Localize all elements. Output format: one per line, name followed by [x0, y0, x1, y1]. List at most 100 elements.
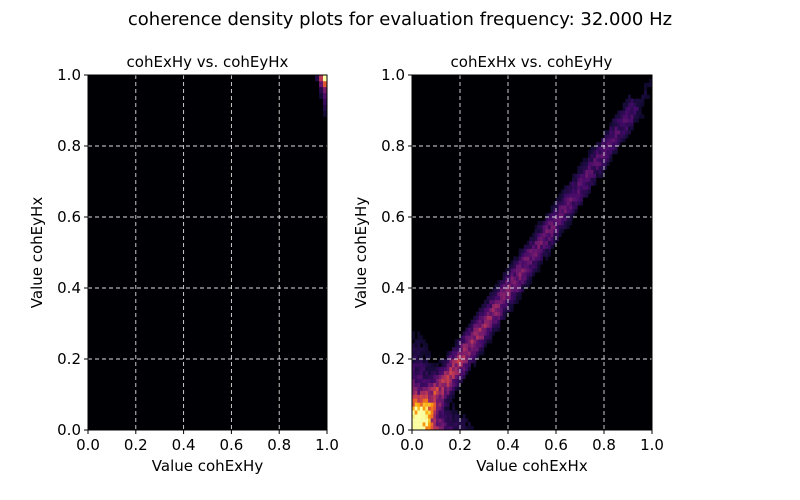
density-cell: [462, 359, 466, 364]
density-cell: [556, 224, 559, 230]
density-cell: [457, 426, 461, 431]
plot-area-left: [88, 75, 327, 430]
density-cell: [454, 418, 458, 423]
density-cell: [417, 359, 421, 364]
density-cell: [438, 410, 442, 415]
density-cell: [473, 323, 477, 328]
density-cell: [436, 386, 439, 391]
ticks-left: 0.0 0.2 0.4 0.6 0.8 1.0 0.0 0.2 0.4 0.6 0.8 1.0: [57, 66, 339, 454]
density-cell: [428, 351, 431, 356]
density-cell: [417, 351, 421, 356]
density-cell: [513, 295, 517, 301]
density-cell: [577, 173, 581, 178]
density-cell: [505, 276, 509, 281]
density-cell: [550, 205, 554, 210]
density-cell: [558, 220, 562, 226]
density-cell: [601, 165, 605, 170]
density-cell: [636, 118, 639, 123]
density-cell: [606, 161, 610, 167]
density-cell: [553, 236, 557, 241]
density-cell: [454, 362, 458, 368]
density-cell: [446, 414, 450, 419]
density-cell: [617, 142, 621, 147]
density-cell: [486, 307, 490, 312]
density-cell: [414, 351, 418, 356]
density-cell: [558, 232, 562, 238]
density-cell: [582, 173, 586, 178]
density-cell: [425, 386, 429, 391]
density-cell: [553, 228, 557, 234]
density-cell: [625, 130, 629, 135]
density-cell: [628, 122, 631, 127]
density-cell: [617, 110, 621, 115]
density-cell: [526, 268, 530, 273]
density-cell: [452, 366, 455, 372]
density-cell: [417, 343, 421, 348]
density-cell: [542, 224, 546, 230]
density-cell: [516, 295, 519, 301]
density-cell: [425, 370, 429, 376]
density-cell: [478, 315, 482, 320]
density-cell: [481, 311, 485, 316]
density-cell: [502, 303, 506, 309]
density-cell: [422, 339, 426, 344]
density-cell: [508, 303, 511, 309]
density-cell: [628, 94, 631, 99]
density-cell: [473, 343, 477, 348]
density-cell: [449, 382, 453, 387]
density-cell: [489, 303, 493, 309]
density-cell: [433, 410, 437, 415]
density-cell: [569, 197, 573, 202]
density-cell: [540, 220, 543, 226]
density-cell: [422, 414, 426, 419]
density-cell: [518, 276, 522, 281]
density-cell: [323, 80, 328, 88]
density-cell: [436, 362, 439, 368]
density-cell: [564, 220, 567, 226]
density-cells-right: [412, 78, 653, 431]
density-cell: [529, 280, 533, 285]
density-cell: [620, 126, 623, 131]
density-cell: [457, 414, 461, 419]
panel-right: cohExHx vs. cohEyHy 0.0 0.2 0.4 0.6 0.8 1.00.…: [352, 53, 664, 475]
density-cell: [537, 248, 541, 253]
density-cell: [462, 362, 466, 368]
density-cell: [553, 209, 557, 214]
density-cell: [486, 327, 490, 332]
density-cell: [537, 264, 541, 269]
density-cell: [572, 181, 575, 186]
figure-title: coherence density plots for evaluation f…: [128, 9, 672, 30]
y-tick-label: 0.6: [57, 208, 81, 226]
density-cell: [526, 244, 530, 249]
density-cell: [508, 307, 511, 312]
density-cell: [425, 359, 429, 364]
density-cell: [433, 378, 437, 383]
density-cell: [505, 268, 509, 273]
density-cell: [542, 236, 546, 241]
density-cell: [524, 264, 527, 269]
density-cell: [532, 232, 535, 238]
density-cell: [545, 220, 549, 226]
density-cell: [612, 118, 615, 123]
density-cell: [481, 347, 485, 352]
density-cell: [521, 272, 525, 277]
density-cell: [441, 394, 445, 399]
density-cell: [422, 366, 426, 372]
density-cell: [638, 110, 642, 115]
density-cell: [630, 114, 634, 119]
density-cell: [497, 319, 501, 324]
density-cell: [588, 149, 591, 155]
x-tick-label: 0.6: [544, 436, 568, 454]
density-cell: [465, 331, 469, 336]
density-cell: [489, 311, 493, 316]
density-cell: [596, 173, 599, 178]
density-cell: [452, 370, 455, 376]
density-cell: [412, 410, 415, 415]
density-cell: [593, 146, 597, 151]
density-cell: [588, 173, 591, 178]
density-cell: [444, 382, 447, 387]
density-cell: [436, 422, 439, 427]
density-cell: [569, 189, 573, 194]
density-cell: [441, 422, 445, 427]
density-cell: [417, 422, 421, 427]
